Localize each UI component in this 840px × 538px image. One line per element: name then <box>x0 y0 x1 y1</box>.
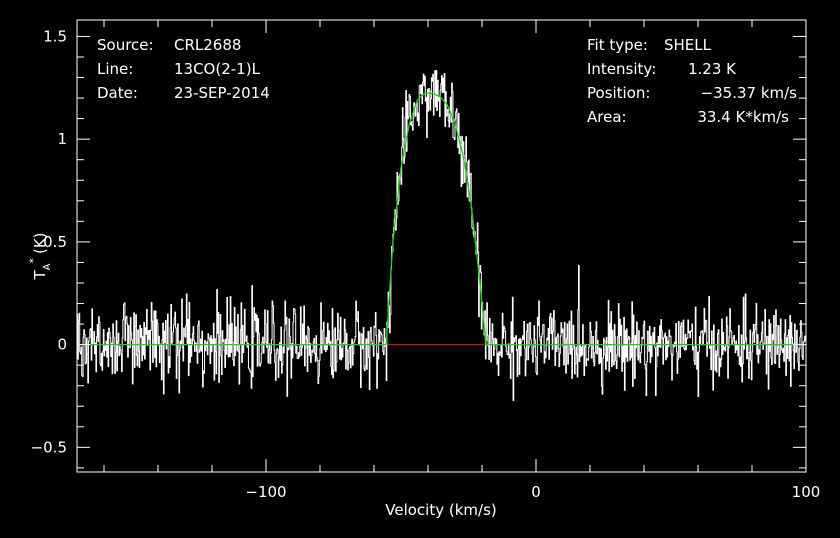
intensity-label: Intensity: <box>587 60 656 78</box>
position-value: −35.37 km/s <box>701 84 798 102</box>
y-axis-label-sub: A <box>42 263 53 270</box>
line-value: 13CO(2-1)L <box>174 60 261 78</box>
y-axis-label-sup: * <box>27 258 40 264</box>
ticks-layer: −100 0 100 −0.5 0 0.5 1 1.5 <box>31 20 821 501</box>
info-panel-left: Source: CRL2688 Line: 13CO(2-1)L Date: 2… <box>97 36 270 102</box>
y-axis-label-unit: (K) <box>31 232 49 254</box>
spectrum-line <box>77 70 806 402</box>
y-tick-label: 1.5 <box>43 27 67 45</box>
y-axis-label-main: T <box>31 270 49 281</box>
info-panel-right: Fit type: SHELL Intensity: 1.23 K Positi… <box>587 36 797 126</box>
position-label: Position: <box>587 84 650 102</box>
fit-curve <box>77 92 806 346</box>
y-tick-label: 0.5 <box>43 233 67 251</box>
date-label: Date: <box>97 84 138 102</box>
intensity-value: 1.23 K <box>688 60 737 78</box>
y-tick-label: −0.5 <box>31 438 67 456</box>
x-tick-label: 100 <box>792 483 821 501</box>
x-tick-label: 0 <box>531 483 541 501</box>
spectrum-layer <box>77 70 806 402</box>
plot-frame <box>76 19 807 473</box>
line-label: Line: <box>97 60 133 78</box>
date-value: 23-SEP-2014 <box>174 84 270 102</box>
fit-type-value: SHELL <box>664 36 712 54</box>
y-tick-label: 0 <box>57 336 67 354</box>
y-axis-label: TA* (K) <box>27 232 53 280</box>
area-value: 33.4 K*km/s <box>697 108 789 126</box>
x-axis-label: Velocity (km/s) <box>385 501 496 519</box>
source-label: Source: <box>97 36 154 54</box>
fit-layer <box>77 92 806 346</box>
svg-text:TA*(K): TA* (K) <box>27 232 53 280</box>
y-tick-label: 1 <box>57 130 67 148</box>
source-value: CRL2688 <box>174 36 241 54</box>
area-label: Area: <box>587 108 627 126</box>
fit-type-label: Fit type: <box>587 36 648 54</box>
x-tick-label: −100 <box>245 483 286 501</box>
